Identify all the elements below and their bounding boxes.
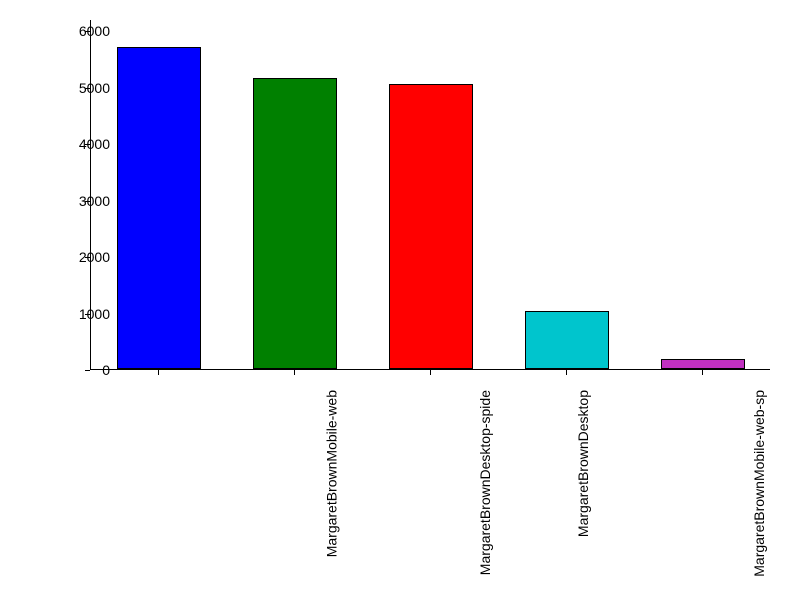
plot-area bbox=[91, 20, 770, 369]
y-tick-mark bbox=[85, 144, 90, 145]
x-tick-mark bbox=[702, 370, 703, 375]
y-tick-label: 0 bbox=[10, 362, 110, 378]
y-tick-label: 1000 bbox=[10, 306, 110, 322]
y-tick-label: 5000 bbox=[10, 80, 110, 96]
y-tick-mark bbox=[85, 201, 90, 202]
bar bbox=[117, 47, 201, 369]
y-tick-label: 4000 bbox=[10, 136, 110, 152]
bar-chart bbox=[90, 20, 770, 370]
bar bbox=[389, 84, 473, 369]
x-tick-mark bbox=[566, 370, 567, 375]
x-tick-label: MargaretBrownMobile-web bbox=[323, 390, 339, 557]
x-tick-label: MargaretBrownMobile-web-sp bbox=[751, 390, 767, 577]
bar bbox=[661, 359, 745, 369]
x-tick-mark bbox=[158, 370, 159, 375]
y-tick-mark bbox=[85, 31, 90, 32]
bar bbox=[525, 311, 609, 369]
y-tick-label: 3000 bbox=[10, 193, 110, 209]
bar bbox=[253, 78, 337, 369]
y-tick-mark bbox=[85, 314, 90, 315]
y-tick-mark bbox=[85, 88, 90, 89]
y-tick-label: 2000 bbox=[10, 249, 110, 265]
x-tick-mark bbox=[430, 370, 431, 375]
x-tick-mark bbox=[294, 370, 295, 375]
x-tick-label: MargaretBrownDesktop bbox=[575, 390, 591, 537]
y-tick-mark bbox=[85, 370, 90, 371]
x-tick-label: MargaretBrownDesktop-spide bbox=[477, 390, 493, 575]
y-tick-mark bbox=[85, 257, 90, 258]
y-tick-label: 6000 bbox=[10, 23, 110, 39]
